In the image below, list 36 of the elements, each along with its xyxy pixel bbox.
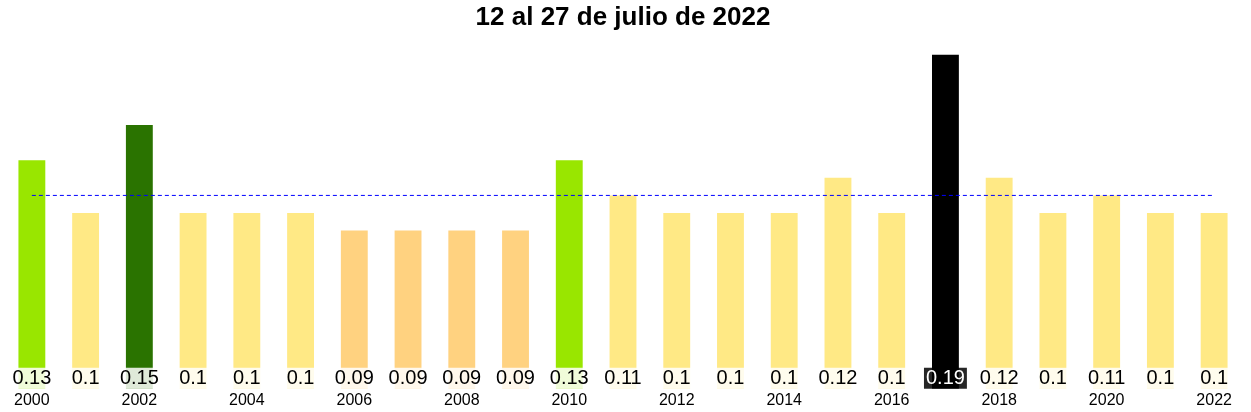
x-tick-label: 2002 bbox=[121, 390, 158, 408]
data-label: 0.09 bbox=[496, 366, 535, 389]
x-tick-label: 2014 bbox=[766, 390, 803, 408]
data-label: 0.11 bbox=[604, 366, 642, 389]
x-tick-label: 2020 bbox=[1088, 390, 1125, 408]
data-label: 0.1 bbox=[662, 366, 691, 389]
data-label: 0.1 bbox=[71, 366, 100, 389]
data-label: 0.1 bbox=[1200, 366, 1229, 389]
data-label: 0.11 bbox=[1087, 366, 1126, 389]
x-tick-label: 2006 bbox=[336, 390, 373, 408]
data-label: 0.1 bbox=[286, 366, 315, 389]
data-label: 0.09 bbox=[442, 366, 482, 389]
x-tick-label: 2018 bbox=[981, 390, 1018, 408]
data-label: 0.09 bbox=[334, 366, 374, 389]
data-label: 0.1 bbox=[877, 366, 906, 389]
data-label: 0.09 bbox=[388, 366, 428, 389]
data-label: 0.19 bbox=[925, 366, 965, 389]
x-tick-label: 2010 bbox=[551, 390, 588, 408]
data-label: 0.1 bbox=[232, 366, 261, 389]
data-label: 0.12 bbox=[818, 366, 858, 389]
data-label: 0.12 bbox=[979, 366, 1019, 389]
data-label: 0.1 bbox=[179, 366, 207, 389]
data-label: 0.1 bbox=[716, 366, 745, 389]
chart-title: 12 al 27 de julio de 2022 bbox=[475, 0, 771, 31]
data-label: 0.15 bbox=[119, 366, 159, 389]
data-label: 0.1 bbox=[1039, 366, 1067, 389]
x-tick-label: 2000 bbox=[14, 390, 50, 408]
x-tick-label: 2022 bbox=[1196, 390, 1233, 408]
x-tick-label: 2004 bbox=[229, 390, 265, 408]
x-tick-label: 2008 bbox=[443, 390, 480, 408]
x-tick-label: 2016 bbox=[873, 390, 910, 408]
x-tick-label: 2012 bbox=[658, 390, 695, 408]
data-label: 0.1 bbox=[1146, 366, 1175, 389]
data-label: 0.1 bbox=[770, 366, 799, 389]
data-label: 0.13 bbox=[549, 366, 589, 389]
data-label: 0.13 bbox=[12, 366, 52, 389]
